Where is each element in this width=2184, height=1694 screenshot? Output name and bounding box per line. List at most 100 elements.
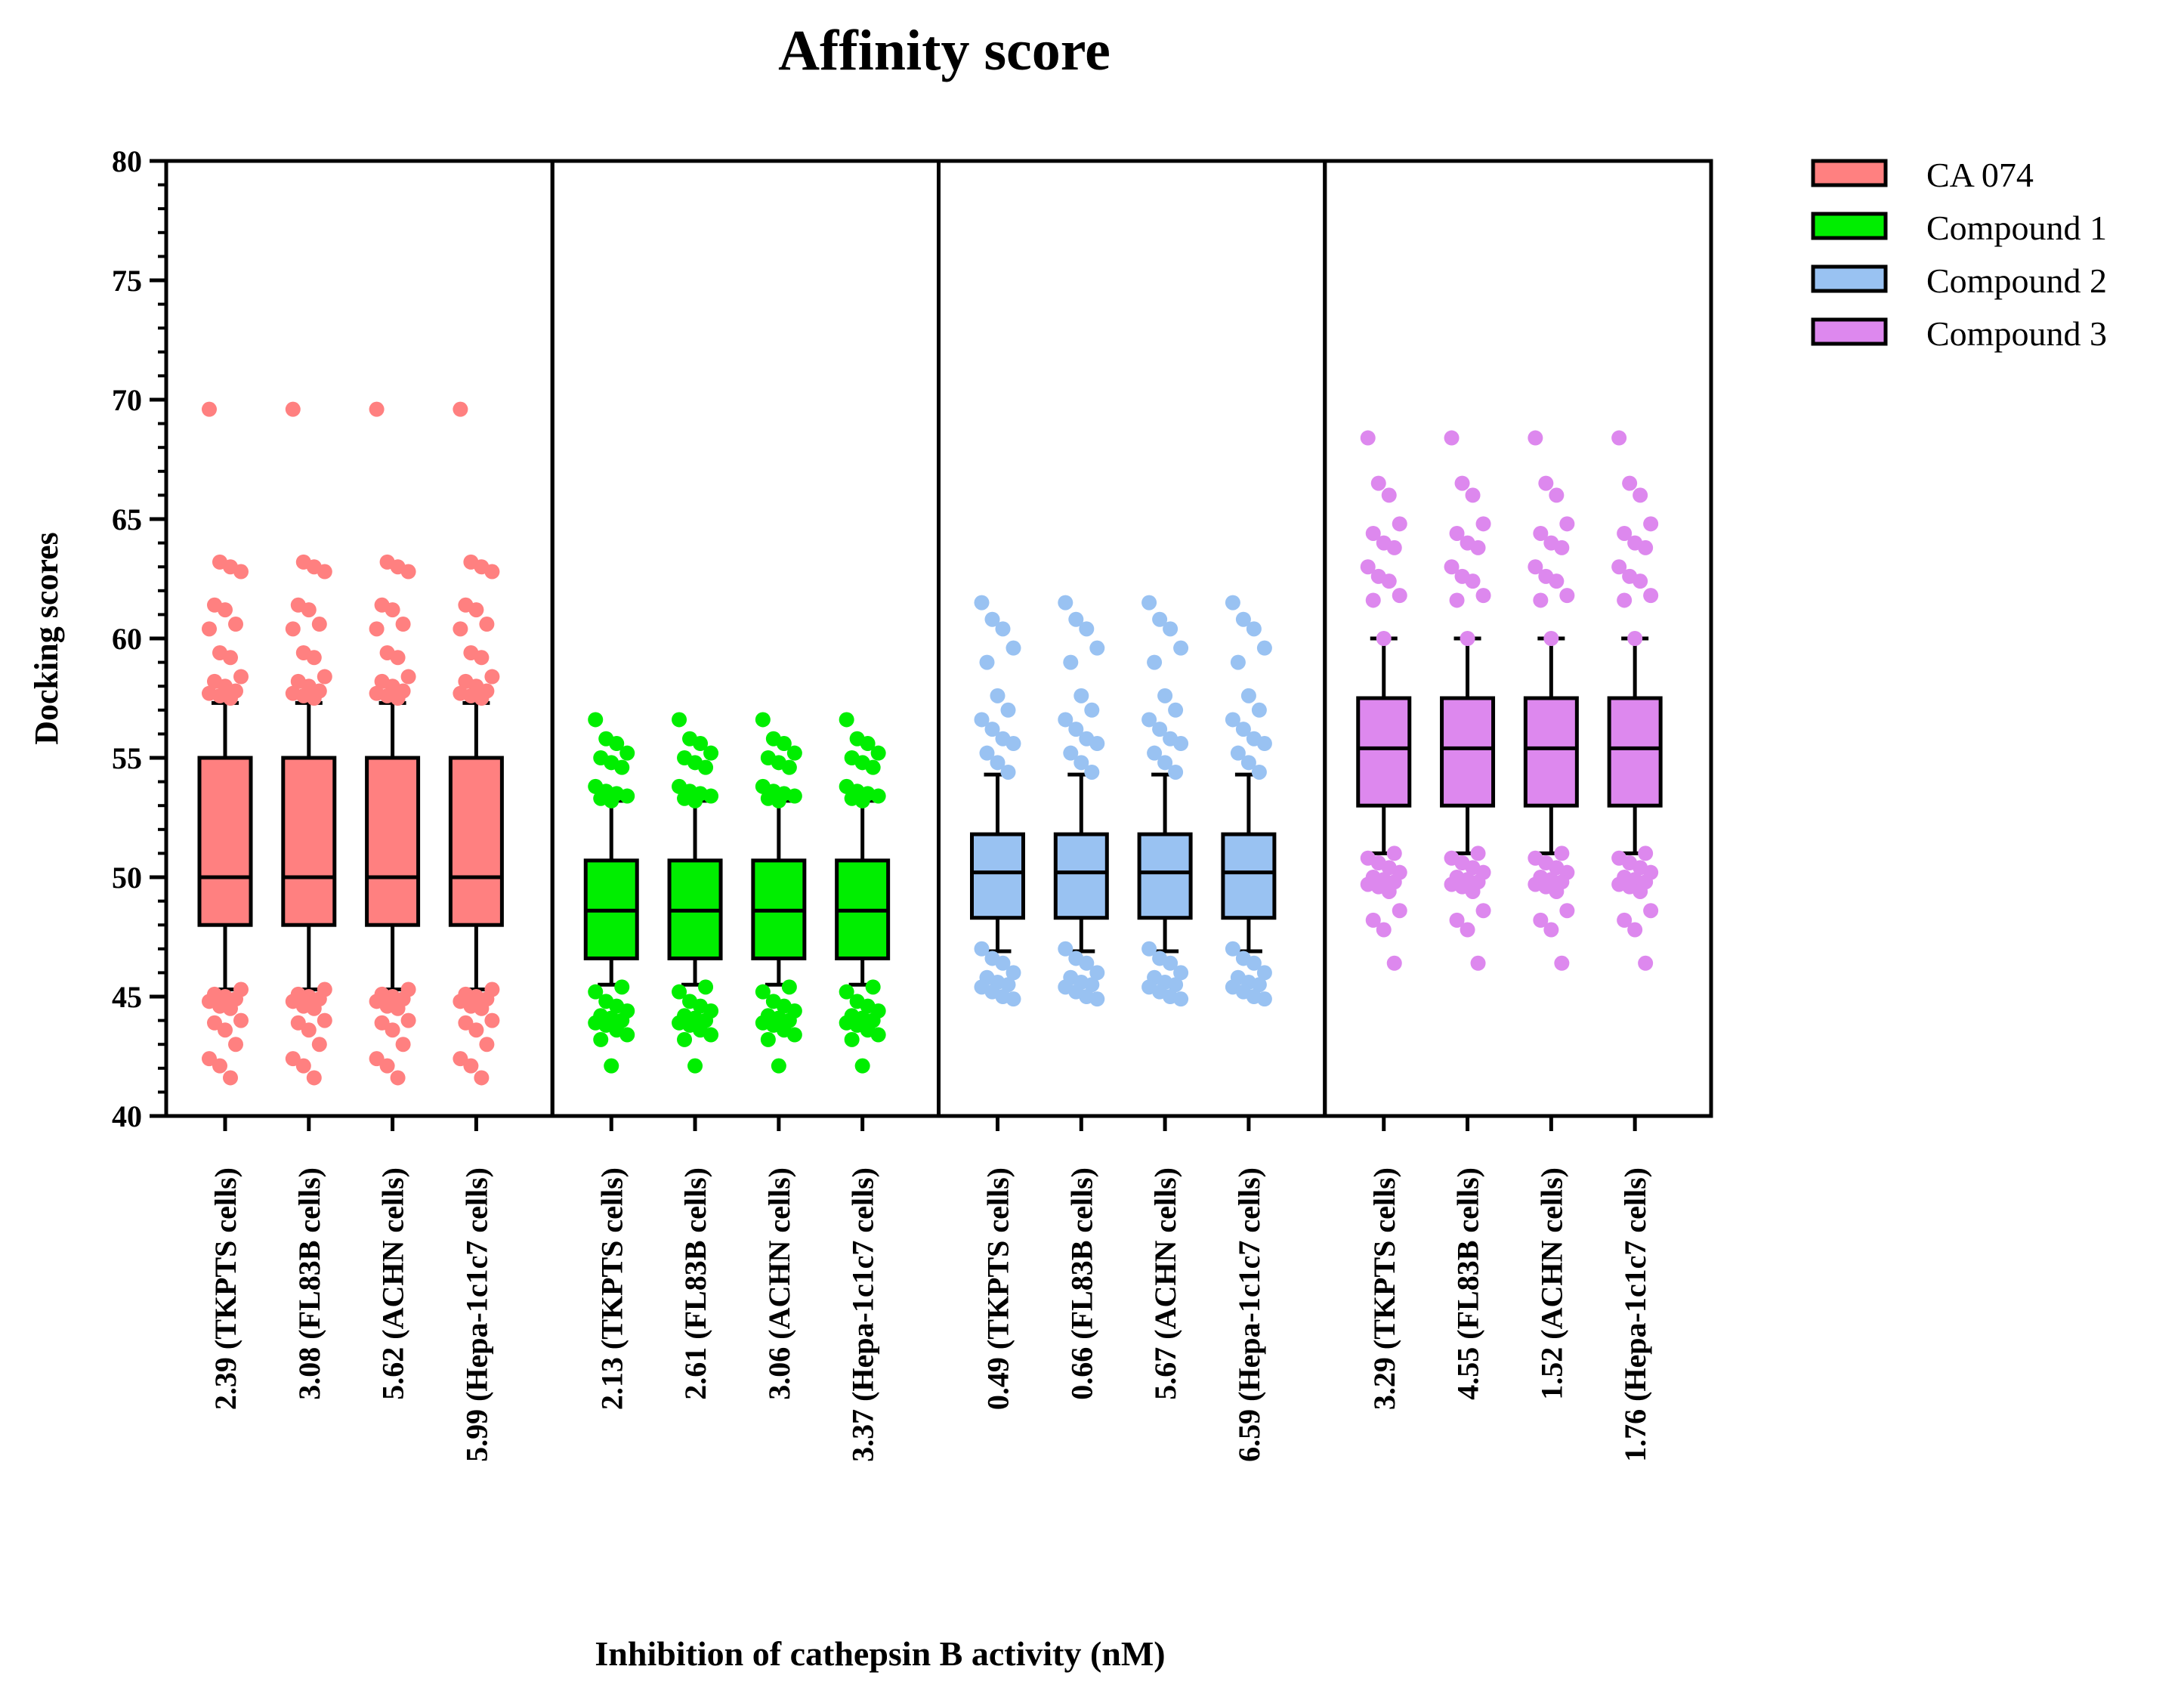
outlier-point bbox=[228, 617, 243, 632]
outlier-point bbox=[672, 984, 687, 1000]
outlier-point bbox=[1058, 712, 1073, 728]
outlier-point bbox=[390, 1000, 406, 1016]
outlier-point bbox=[374, 1015, 390, 1031]
box bbox=[970, 832, 1025, 920]
outlier-point bbox=[1084, 702, 1100, 718]
chart-title: Affinity score bbox=[778, 19, 1111, 82]
outlier-point bbox=[369, 401, 385, 417]
outlier-point bbox=[1141, 712, 1157, 728]
outlier-point bbox=[1240, 755, 1256, 771]
x-tick-label: 3.06 (ACHN cells) bbox=[762, 1167, 796, 1400]
outlier-point bbox=[839, 712, 854, 728]
outlier-point bbox=[1543, 922, 1559, 938]
outlier-point bbox=[703, 745, 719, 761]
outlier-point bbox=[1246, 955, 1262, 971]
outlier-point bbox=[1225, 595, 1240, 611]
outlier-point bbox=[1381, 487, 1397, 503]
outlier-point bbox=[870, 788, 886, 804]
outlier-point bbox=[385, 1022, 400, 1038]
outlier-point bbox=[390, 650, 406, 666]
x-tick-label: 5.62 (ACHN cells) bbox=[376, 1167, 410, 1400]
outlier-point bbox=[1554, 539, 1570, 555]
outlier-point bbox=[218, 602, 233, 618]
outlier-point bbox=[1225, 712, 1240, 728]
outlier-point bbox=[1549, 883, 1565, 899]
legend-label: Compound 1 bbox=[1926, 209, 2107, 247]
outlier-point bbox=[453, 401, 468, 417]
outlier-point bbox=[479, 617, 495, 632]
outlier-point bbox=[233, 1012, 249, 1028]
outlier-point bbox=[1079, 621, 1095, 637]
y-axis-label: Docking scores bbox=[28, 532, 65, 745]
outlier-point bbox=[1147, 654, 1163, 670]
outlier-point bbox=[1063, 745, 1079, 761]
box bbox=[448, 756, 504, 927]
outlier-point bbox=[1633, 573, 1648, 589]
box bbox=[1607, 696, 1663, 808]
outlier-point bbox=[1058, 941, 1073, 957]
outlier-point bbox=[974, 712, 990, 728]
box bbox=[1523, 696, 1579, 808]
box bbox=[365, 756, 421, 927]
outlier-point bbox=[698, 759, 714, 775]
outlier-point bbox=[1168, 702, 1184, 718]
outlier-point bbox=[1449, 912, 1465, 928]
outlier-point bbox=[1554, 845, 1570, 861]
outlier-point bbox=[1256, 640, 1272, 656]
outlier-point bbox=[1617, 912, 1633, 928]
outlier-point bbox=[687, 1058, 703, 1074]
outlier-point bbox=[1141, 941, 1157, 957]
outlier-point bbox=[1089, 991, 1105, 1007]
outlier-point bbox=[1360, 430, 1376, 446]
outlier-point bbox=[1444, 430, 1460, 446]
outlier-point bbox=[400, 564, 416, 580]
y-tick-label: 55 bbox=[112, 741, 142, 775]
outlier-point bbox=[588, 984, 604, 1000]
outlier-point bbox=[1475, 903, 1491, 919]
outlier-point bbox=[1475, 588, 1491, 604]
outlier-point bbox=[385, 602, 400, 618]
outlier-point bbox=[1611, 430, 1627, 446]
x-axis-label: Inhibition of cathepsin B activity (nM) bbox=[595, 1634, 1165, 1673]
outlier-point bbox=[223, 691, 238, 706]
outlier-point bbox=[990, 688, 1006, 703]
outlier-point bbox=[854, 793, 870, 808]
outlier-point bbox=[854, 1058, 870, 1074]
outlier-point bbox=[223, 1070, 238, 1086]
x-tick-label: 0.49 (TKPTS cells) bbox=[981, 1167, 1015, 1410]
outlier-point bbox=[1365, 912, 1381, 928]
y-tick-label: 80 bbox=[112, 144, 142, 178]
outlier-point bbox=[233, 564, 249, 580]
outlier-point bbox=[228, 1037, 243, 1053]
outlier-point bbox=[1538, 475, 1554, 491]
outlier-point bbox=[995, 621, 1011, 637]
outlier-point bbox=[1000, 764, 1016, 780]
outlier-point bbox=[1256, 965, 1272, 981]
outlier-point bbox=[1622, 475, 1638, 491]
box bbox=[197, 756, 253, 927]
outlier-point bbox=[1168, 977, 1184, 993]
outlier-point bbox=[1381, 573, 1397, 589]
outlier-point bbox=[771, 793, 786, 808]
outlier-point bbox=[1073, 755, 1089, 771]
box-plots bbox=[197, 636, 1663, 992]
outlier-point bbox=[786, 745, 802, 761]
x-tick-label: 0.66 (FL83B cells) bbox=[1064, 1167, 1098, 1400]
outlier-point bbox=[677, 1031, 693, 1047]
outlier-point bbox=[311, 1037, 327, 1053]
outlier-point bbox=[1365, 592, 1381, 608]
outlier-point bbox=[1554, 955, 1570, 971]
x-tick-label: 3.08 (FL83B cells) bbox=[292, 1167, 326, 1400]
x-tick-label: 4.55 (FL83B cells) bbox=[1451, 1167, 1485, 1400]
outlier-point bbox=[974, 941, 990, 957]
outlier-points bbox=[202, 401, 1659, 1086]
outlier-point bbox=[379, 1058, 395, 1074]
outlier-point bbox=[687, 793, 703, 808]
outlier-point bbox=[1386, 955, 1402, 971]
y-axis: 40 45 50 55 60 65 70 75 80 bbox=[112, 144, 166, 1133]
outlier-point bbox=[1147, 745, 1163, 761]
outlier-point bbox=[1173, 736, 1189, 752]
outlier-point bbox=[212, 1058, 227, 1074]
outlier-point bbox=[400, 1012, 416, 1028]
outlier-point bbox=[317, 669, 332, 685]
